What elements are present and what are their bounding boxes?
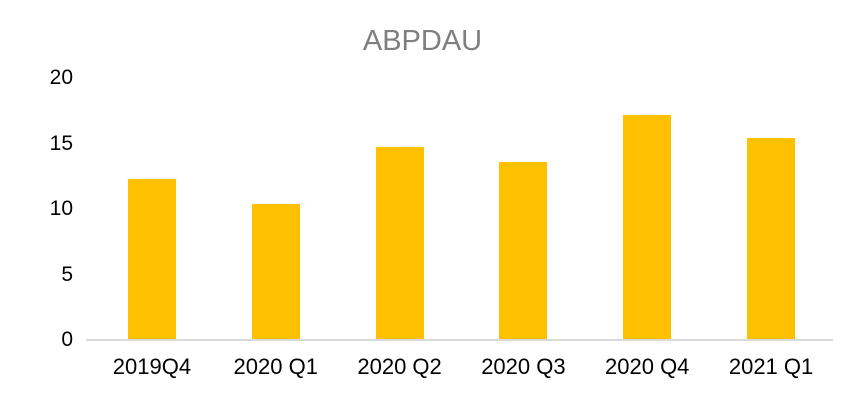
y-axis: 0 5 10 15 20 [0, 0, 73, 400]
x-tick-label-2020-q1: 2020 Q1 [233, 354, 318, 379]
x-axis: 2019Q4 2020 Q1 2020 Q2 2020 Q3 2020 Q4 2021 Q… [90, 353, 833, 381]
x-tick-label-2021-q1: 2021 Q1 [728, 354, 814, 379]
bar-2020-q3 [499, 161, 548, 340]
plot-area [90, 78, 833, 340]
x-axis-line [86, 339, 833, 341]
x-tick-label-2020-q2: 2020 Q2 [357, 354, 442, 379]
x-tick-label-2020-q3: 2020 Q3 [481, 354, 566, 379]
bar-2020-q4 [623, 114, 672, 340]
chart-title: ABPDAU [362, 25, 483, 57]
bar-2020-q1 [251, 203, 300, 340]
x-tick-label-2020-q4: 2020 Q4 [605, 354, 690, 379]
y-tick-label-15: 15 [49, 131, 73, 155]
y-tick-label-5: 5 [61, 262, 73, 286]
y-tick-label-10: 10 [49, 197, 73, 220]
y-tick-label-0: 0 [61, 328, 73, 351]
bar-2019q4 [127, 178, 176, 340]
bar-2021-q1 [747, 138, 796, 340]
x-tick-label-2019q4: 2019Q4 [112, 354, 192, 379]
bar-2020-q2 [375, 147, 424, 340]
y-tick-label-20: 20 [49, 66, 73, 89]
